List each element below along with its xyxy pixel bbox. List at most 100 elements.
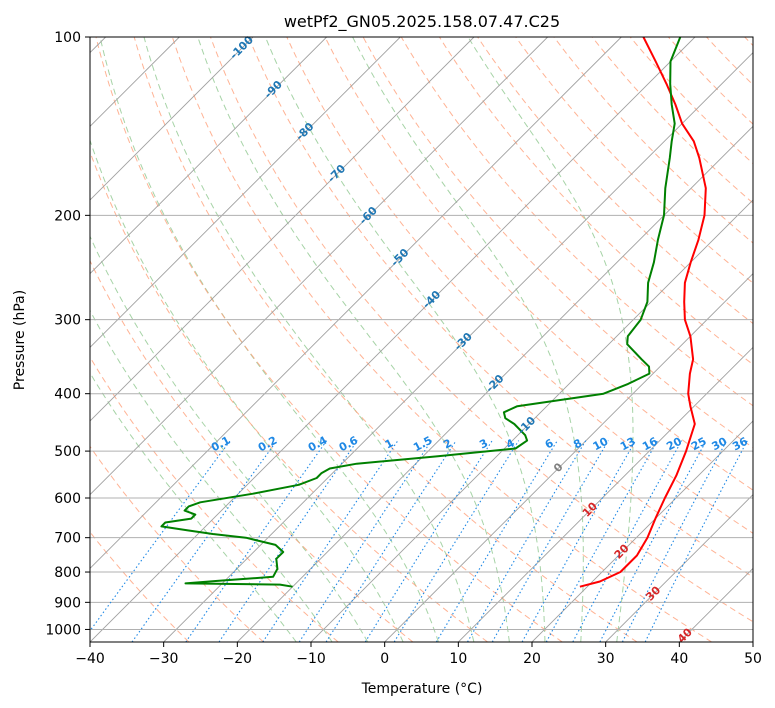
profile-series (160, 37, 707, 588)
dry-adiabat (515, 37, 753, 284)
mixing-ratio-label: 30 (710, 435, 730, 454)
dewpoint-profile-line (160, 37, 682, 588)
mixing-ratio-line (491, 440, 609, 642)
x-tick-label: −20 (223, 651, 253, 667)
dry-adiabat (210, 37, 753, 623)
mixing-ratio-lines (90, 440, 748, 642)
y-tick-label: 300 (54, 313, 81, 329)
isotherm-line (163, 52, 753, 642)
moist-adiabat (99, 37, 439, 642)
dry-adiabat (706, 37, 753, 86)
isotherm-label: -50 (388, 246, 411, 269)
y-tick-label: 600 (54, 491, 81, 507)
mixing-ratio-line (521, 440, 637, 642)
mixing-ratio-label: 25 (689, 435, 709, 454)
isotherm-line (531, 420, 753, 642)
moist-adiabat (90, 138, 404, 642)
dry-adiabat (629, 37, 753, 165)
isotherm-line (90, 37, 327, 275)
isotherm-label: -90 (262, 78, 285, 101)
y-tick-label: 500 (54, 444, 81, 460)
y-tick-label: 1000 (45, 622, 81, 638)
isotherm-line (90, 37, 622, 569)
moist-adiabat (352, 37, 584, 642)
y-tick-label: 700 (54, 531, 81, 547)
moist-adiabat (197, 37, 510, 642)
dry-adiabats (90, 37, 753, 642)
mixing-ratio-line (185, 440, 328, 642)
dry-adiabat (744, 37, 753, 47)
mixing-ratio-line (262, 440, 399, 642)
isotherm-line (90, 37, 696, 642)
x-tick-label: −10 (296, 651, 326, 667)
x-tick-label: 20 (523, 651, 541, 667)
isotherm-line (310, 199, 753, 642)
mixing-ratio-line (131, 440, 278, 642)
dry-adiabat (90, 531, 190, 642)
mixing-ratio-label: 36 (730, 435, 750, 454)
mixing-ratio-line (90, 440, 231, 632)
moist-adiabat (467, 37, 634, 642)
y-tick-label: 200 (54, 208, 81, 224)
dry-adiabat (591, 37, 753, 204)
dry-adiabat (171, 37, 712, 642)
x-tick-label: 50 (744, 651, 762, 667)
isotherm-label: 10 (580, 499, 600, 519)
isotherm-line (90, 37, 548, 496)
skewed-isotherms (90, 37, 753, 642)
dry-adiabat (95, 37, 563, 642)
moist-adiabat (90, 371, 297, 642)
y-tick-label: 100 (54, 30, 81, 46)
y-tick-label: 400 (54, 387, 81, 403)
dry-adiabat (324, 37, 753, 491)
moist-adiabat (90, 235, 369, 642)
y-axis-ticks: 100 200 300 400 500 600 700 800 900 1000 (45, 30, 90, 638)
moist-adiabat (264, 37, 546, 642)
dry-adiabat (400, 37, 753, 407)
dry-adiabat (90, 445, 264, 642)
mixing-ratio-line (298, 440, 432, 642)
isotherm-label: -80 (293, 120, 316, 143)
mixing-ratio-line (621, 440, 728, 642)
isotherm-line (605, 494, 753, 642)
dry-adiabat (477, 37, 753, 325)
mixing-ratio-label: 16 (640, 435, 660, 454)
x-axis-label: Temperature (°C) (361, 681, 483, 697)
x-tick-label: 40 (670, 651, 688, 667)
moist-adiabat (143, 37, 475, 642)
isotherm-label: -70 (325, 162, 348, 185)
isotherm-label: -60 (357, 204, 380, 227)
mixing-ratio-label: 3 (477, 436, 490, 451)
x-tick-label: 10 (449, 651, 467, 667)
mixing-ratio-line (393, 440, 520, 642)
dry-adiabat (553, 37, 753, 244)
dry-adiabat (90, 259, 414, 642)
isotherm-line (384, 273, 753, 642)
isotherm-line (90, 37, 254, 201)
plot-area (90, 37, 753, 642)
isotherm-label: -10 (515, 414, 538, 437)
mixing-ratio-line (644, 440, 748, 642)
isotherm-line (90, 37, 401, 348)
temperature-profile-line (579, 37, 707, 588)
x-tick-label: −40 (75, 651, 105, 667)
dry-adiabat (133, 37, 638, 642)
isotherm-label: 30 (643, 583, 663, 603)
isotherm-label: 40 (675, 625, 695, 645)
moist-adiabats (90, 37, 634, 642)
mixing-ratio-line (435, 440, 558, 642)
isotherm-line (90, 37, 475, 422)
mixing-ratio-line (599, 440, 707, 642)
isotherm-line (679, 567, 753, 642)
mixing-ratio-line (364, 440, 493, 642)
x-axis-ticks: −40 −30 −20 −10 0 10 20 30 40 50 (75, 642, 762, 667)
pressure-gridlines (90, 37, 753, 630)
x-tick-label: 0 (380, 651, 389, 667)
isotherm-line (752, 641, 753, 642)
isotherm-label: -30 (452, 330, 475, 353)
mixing-ratio-line (467, 440, 587, 642)
chart-title: wetPf2_GN05.2025.158.07.47.C25 (284, 12, 560, 32)
dry-adiabat (248, 37, 753, 578)
mixing-ratio-label: 2 (441, 436, 454, 451)
